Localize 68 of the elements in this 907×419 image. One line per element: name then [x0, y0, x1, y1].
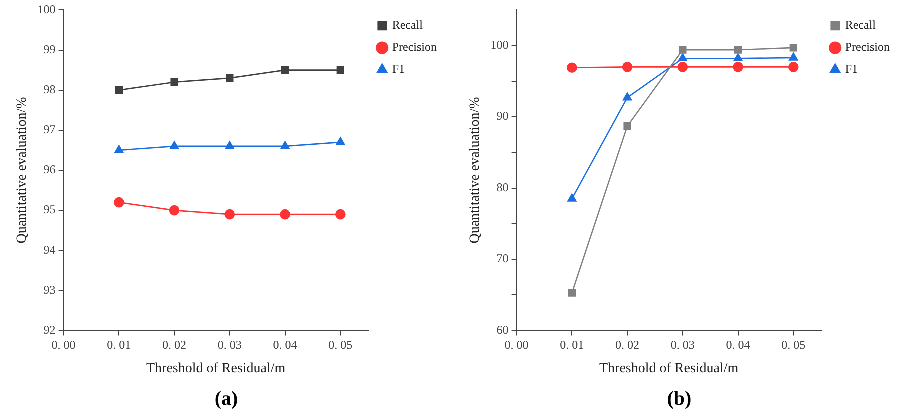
y-tick-label: 90 — [496, 109, 509, 124]
y-tick-label: 80 — [496, 180, 509, 194]
point — [115, 86, 124, 94]
y-tick-label: 60 — [496, 322, 509, 337]
point — [280, 209, 290, 220]
x-tick-label: 0. 00 — [52, 338, 76, 352]
y-tick-label: 92 — [44, 322, 56, 337]
point — [336, 66, 344, 74]
y-tick-label: 70 — [496, 252, 509, 266]
x-tick-label: 0. 00 — [504, 338, 529, 352]
x-tick-label: 0. 04 — [726, 338, 750, 352]
legend-label: F1 — [845, 62, 858, 76]
x-tick-label: 0. 01 — [560, 338, 584, 352]
legend-label: Precision — [392, 40, 438, 54]
point — [624, 122, 632, 130]
point — [568, 194, 577, 202]
legend-label: F1 — [392, 62, 406, 76]
point — [622, 62, 633, 72]
legend-label: Recall — [845, 18, 877, 32]
point — [788, 62, 799, 72]
point — [336, 209, 346, 220]
point — [224, 209, 236, 220]
point — [790, 44, 798, 52]
point — [789, 52, 798, 61]
x-tick-label: 0. 03 — [670, 338, 695, 352]
y-tick-label: 95 — [44, 202, 56, 217]
point — [170, 78, 178, 86]
x-tick-label: 0. 05 — [328, 338, 353, 352]
point — [226, 74, 234, 82]
text: (b) — [666, 388, 693, 411]
y-tick-label: 93 — [44, 282, 56, 297]
point — [114, 145, 124, 154]
point — [734, 53, 743, 62]
point — [567, 62, 578, 74]
point — [679, 46, 687, 54]
point — [114, 197, 124, 208]
point — [336, 137, 346, 146]
x-tick-label: 0. 02 — [162, 338, 187, 352]
point — [280, 141, 290, 150]
x-tick-label: 0. 04 — [273, 338, 298, 352]
x-tick-label: 0. 05 — [782, 338, 806, 352]
x-axis-title: Threshold of Residual/m — [599, 361, 739, 376]
x-tick-label: 0. 03 — [218, 338, 242, 352]
legend-label: Precision — [845, 40, 890, 54]
y-tick-label: 97 — [44, 122, 56, 137]
x-tick-label: 0. 01 — [107, 338, 132, 352]
point — [678, 53, 688, 62]
x-axis-title: Threshold of Residual/m — [146, 361, 286, 376]
point — [622, 92, 632, 101]
legend-label: Recall — [392, 18, 424, 32]
point — [281, 66, 290, 74]
y-tick-label: 96 — [44, 162, 56, 177]
text: (a) — [214, 388, 240, 411]
y-tick-label: 100 — [490, 38, 509, 52]
point — [733, 62, 744, 72]
y-tick-label: 98 — [44, 82, 56, 97]
y-axis-title: Quantitative evaluation/% — [15, 96, 30, 244]
point — [225, 141, 234, 150]
point — [734, 46, 742, 54]
point — [568, 289, 576, 297]
point — [169, 205, 180, 216]
y-axis-title: Quantitative evaluation/% — [468, 96, 484, 244]
point — [678, 62, 688, 72]
y-tick-label: 100 — [38, 2, 56, 16]
x-tick-label: 0. 02 — [616, 338, 640, 352]
y-tick-label: 94 — [44, 242, 56, 257]
y-tick-label: 99 — [44, 42, 56, 56]
point — [170, 141, 180, 150]
